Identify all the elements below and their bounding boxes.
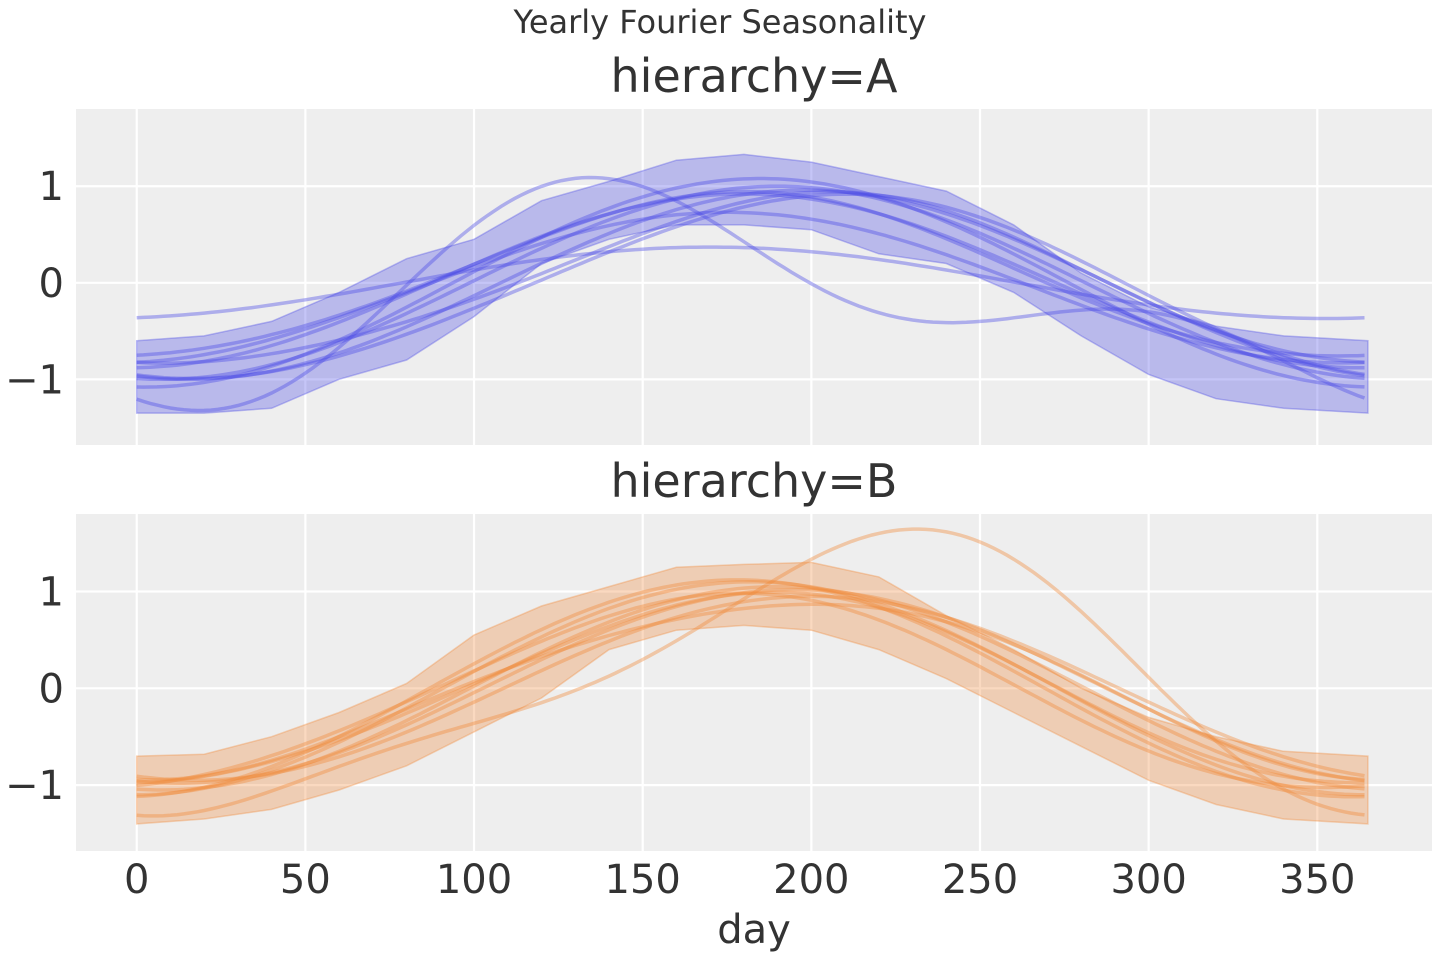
y-tick-label: 0	[39, 261, 64, 307]
panel-hierarchy-a: −1 0 1 hierarchy=A	[5, 49, 1432, 445]
y-tick-label: −1	[5, 763, 64, 809]
plot-area	[76, 109, 1432, 445]
sample-curve	[136, 188, 1365, 382]
x-tick-label: 150	[605, 857, 681, 903]
sample-curve	[136, 189, 1365, 358]
x-tick-label: 50	[280, 857, 331, 903]
sample-curve	[136, 210, 1365, 365]
y-tick-label: −1	[5, 357, 64, 403]
hdi-band	[135, 153, 1369, 414]
panel-title: hierarchy=A	[611, 49, 898, 103]
x-tick-label: 0	[124, 857, 149, 903]
sample-curve	[136, 184, 1365, 382]
sample-curve	[136, 245, 1365, 321]
hdi-band	[135, 561, 1369, 825]
sample-curve	[136, 587, 1365, 785]
panel-hierarchy-b: −1 0 1 0 50 100 150 200 250 300 350 hierarchy=B	[5, 454, 1432, 903]
sample-curve	[136, 578, 1365, 799]
plot-area	[76, 514, 1432, 851]
y-tick-label: 1	[39, 164, 64, 210]
x-tick-label: 300	[1110, 857, 1186, 903]
panel-title: hierarchy=B	[610, 454, 897, 508]
sample-curve	[136, 192, 1365, 370]
y-tick-label: 0	[39, 666, 64, 712]
sample-curve	[136, 591, 1365, 790]
sample-curve	[136, 527, 1365, 818]
x-tick-label: 200	[773, 857, 849, 903]
x-tick-label: 250	[942, 857, 1018, 903]
sample-curve	[136, 176, 1365, 389]
sample-curve	[136, 175, 1366, 413]
x-tick-label: 350	[1279, 857, 1355, 903]
sample-curve	[136, 190, 1365, 365]
sample-curve	[136, 580, 1365, 797]
sample-curve	[136, 590, 1365, 785]
sample-curve	[136, 594, 1365, 783]
y-tick-label: 1	[39, 569, 64, 615]
sample-curve	[136, 192, 1365, 381]
sample-curve	[136, 602, 1365, 782]
x-axis-label: day	[717, 907, 791, 953]
figure-suptitle: Yearly Fourier Seasonality	[513, 3, 927, 41]
x-tick-label: 100	[436, 857, 512, 903]
sample-curve	[136, 584, 1365, 792]
